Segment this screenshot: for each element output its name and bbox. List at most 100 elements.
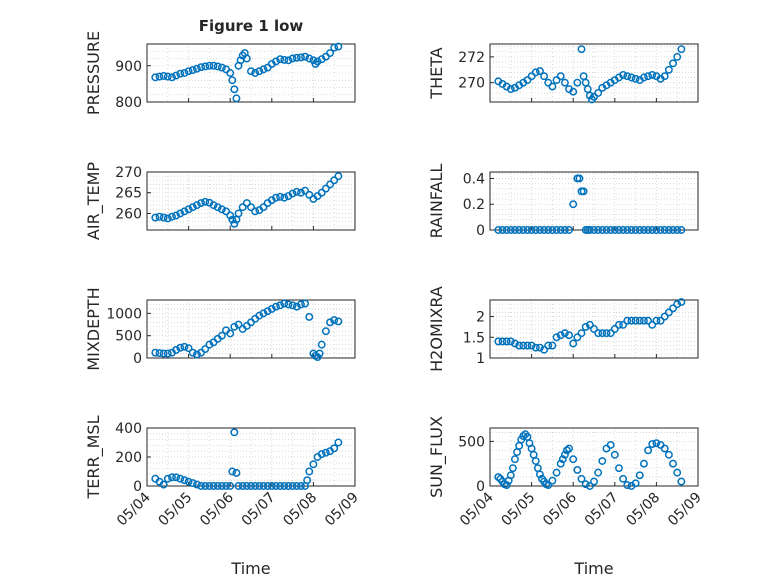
- data-point: [280, 56, 289, 64]
- data-point: [176, 209, 185, 218]
- data-point: [188, 66, 197, 75]
- data-point: [615, 464, 623, 473]
- data-point: [502, 337, 511, 346]
- data-point: [631, 316, 640, 325]
- data-point: [590, 477, 598, 486]
- y-axis-label: H2OMIXRA: [427, 286, 446, 372]
- data-point: [544, 78, 553, 87]
- data-point: [498, 226, 507, 234]
- data-point: [255, 67, 264, 76]
- data-point: [573, 78, 582, 87]
- data-point: [573, 333, 582, 342]
- data-point: [326, 318, 334, 327]
- data-point: [610, 325, 619, 333]
- data-point: [292, 482, 301, 490]
- data-point: [334, 172, 343, 181]
- data-point: [511, 226, 519, 234]
- data-point: [610, 450, 619, 459]
- data-point: [222, 207, 230, 216]
- data-point: [180, 69, 189, 77]
- data-point: [606, 441, 615, 449]
- data-point: [627, 73, 636, 82]
- subplot-3: 260 265 270 AIR_TEMP: [84, 162, 356, 240]
- data-point: [234, 209, 243, 218]
- figure-title: Figure 1 low: [199, 17, 304, 35]
- data-point: [590, 325, 598, 333]
- data-point: [556, 459, 565, 468]
- data-point: [213, 482, 222, 490]
- subplot-1: 800 900 PRESSURE: [84, 31, 356, 115]
- x-tick-label: 05/08: [623, 490, 663, 530]
- data-point: [560, 329, 569, 338]
- data-point: [232, 469, 241, 477]
- data-point: [644, 72, 653, 81]
- y-tick-label: 260: [115, 206, 142, 222]
- data-point: [639, 459, 648, 468]
- data-point: [284, 482, 293, 490]
- data-point: [673, 226, 682, 234]
- y-tick-label: 2: [476, 310, 485, 326]
- data-point: [602, 226, 611, 234]
- data-point: [523, 76, 532, 85]
- data-point: [205, 340, 214, 349]
- data-point: [560, 226, 569, 234]
- data-point: [531, 68, 540, 77]
- data-point: [623, 226, 632, 234]
- y-tick-label: 500: [458, 434, 485, 450]
- y-tick-label: 0: [133, 479, 142, 495]
- data-point: [180, 476, 189, 485]
- data-point: [259, 65, 268, 74]
- data-point: [184, 477, 193, 486]
- y-tick-label: 1.5: [463, 330, 485, 346]
- data-point: [272, 193, 280, 202]
- data-point: [644, 316, 653, 325]
- subplot-6: 1 1.5 2 H2OMIXRA: [427, 286, 699, 372]
- data-point: [317, 450, 326, 459]
- data-point: [511, 455, 519, 464]
- data-point: [585, 320, 594, 329]
- data-point: [598, 457, 607, 465]
- data-point: [594, 226, 603, 234]
- y-axis-label: THETA: [427, 47, 446, 99]
- data-point: [652, 439, 661, 448]
- data-point: [305, 467, 314, 476]
- data-point: [292, 302, 301, 311]
- data-point: [197, 63, 206, 72]
- data-point: [660, 226, 669, 234]
- data-point: [602, 444, 611, 453]
- y-axis-label: SUN_FLUX: [427, 416, 447, 498]
- subplot-2: 270 272 THETA: [427, 43, 699, 104]
- data-point: [664, 65, 673, 74]
- data-point: [627, 316, 636, 325]
- x-tick-label: 05/09: [665, 490, 705, 530]
- x-tick-label: 05/08: [280, 490, 320, 530]
- y-tick-label: 400: [115, 421, 142, 437]
- axes-box: [489, 427, 699, 487]
- data-point: [519, 226, 528, 234]
- data-point: [575, 174, 584, 183]
- data-point: [515, 226, 524, 234]
- data-point: [267, 304, 276, 313]
- data-point: [677, 298, 686, 307]
- data-point: [155, 349, 164, 358]
- data-point: [168, 473, 176, 482]
- data-point: [639, 73, 648, 82]
- data-point: [247, 482, 255, 490]
- data-point: [288, 301, 297, 310]
- data-point: [535, 67, 544, 76]
- data-point: [556, 331, 565, 340]
- data-point: [334, 317, 343, 326]
- data-point: [205, 61, 214, 70]
- data-point: [159, 480, 168, 489]
- data-point: [552, 226, 561, 234]
- data-point: [230, 219, 239, 228]
- data-point: [272, 57, 280, 66]
- data-point: [151, 213, 160, 222]
- data-point: [209, 201, 218, 210]
- data-point: [560, 450, 569, 459]
- x-axis-label-left: Time: [230, 559, 270, 578]
- data-point: [163, 214, 172, 223]
- data-point: [558, 455, 567, 464]
- data-point: [565, 444, 573, 453]
- data-point: [172, 473, 181, 482]
